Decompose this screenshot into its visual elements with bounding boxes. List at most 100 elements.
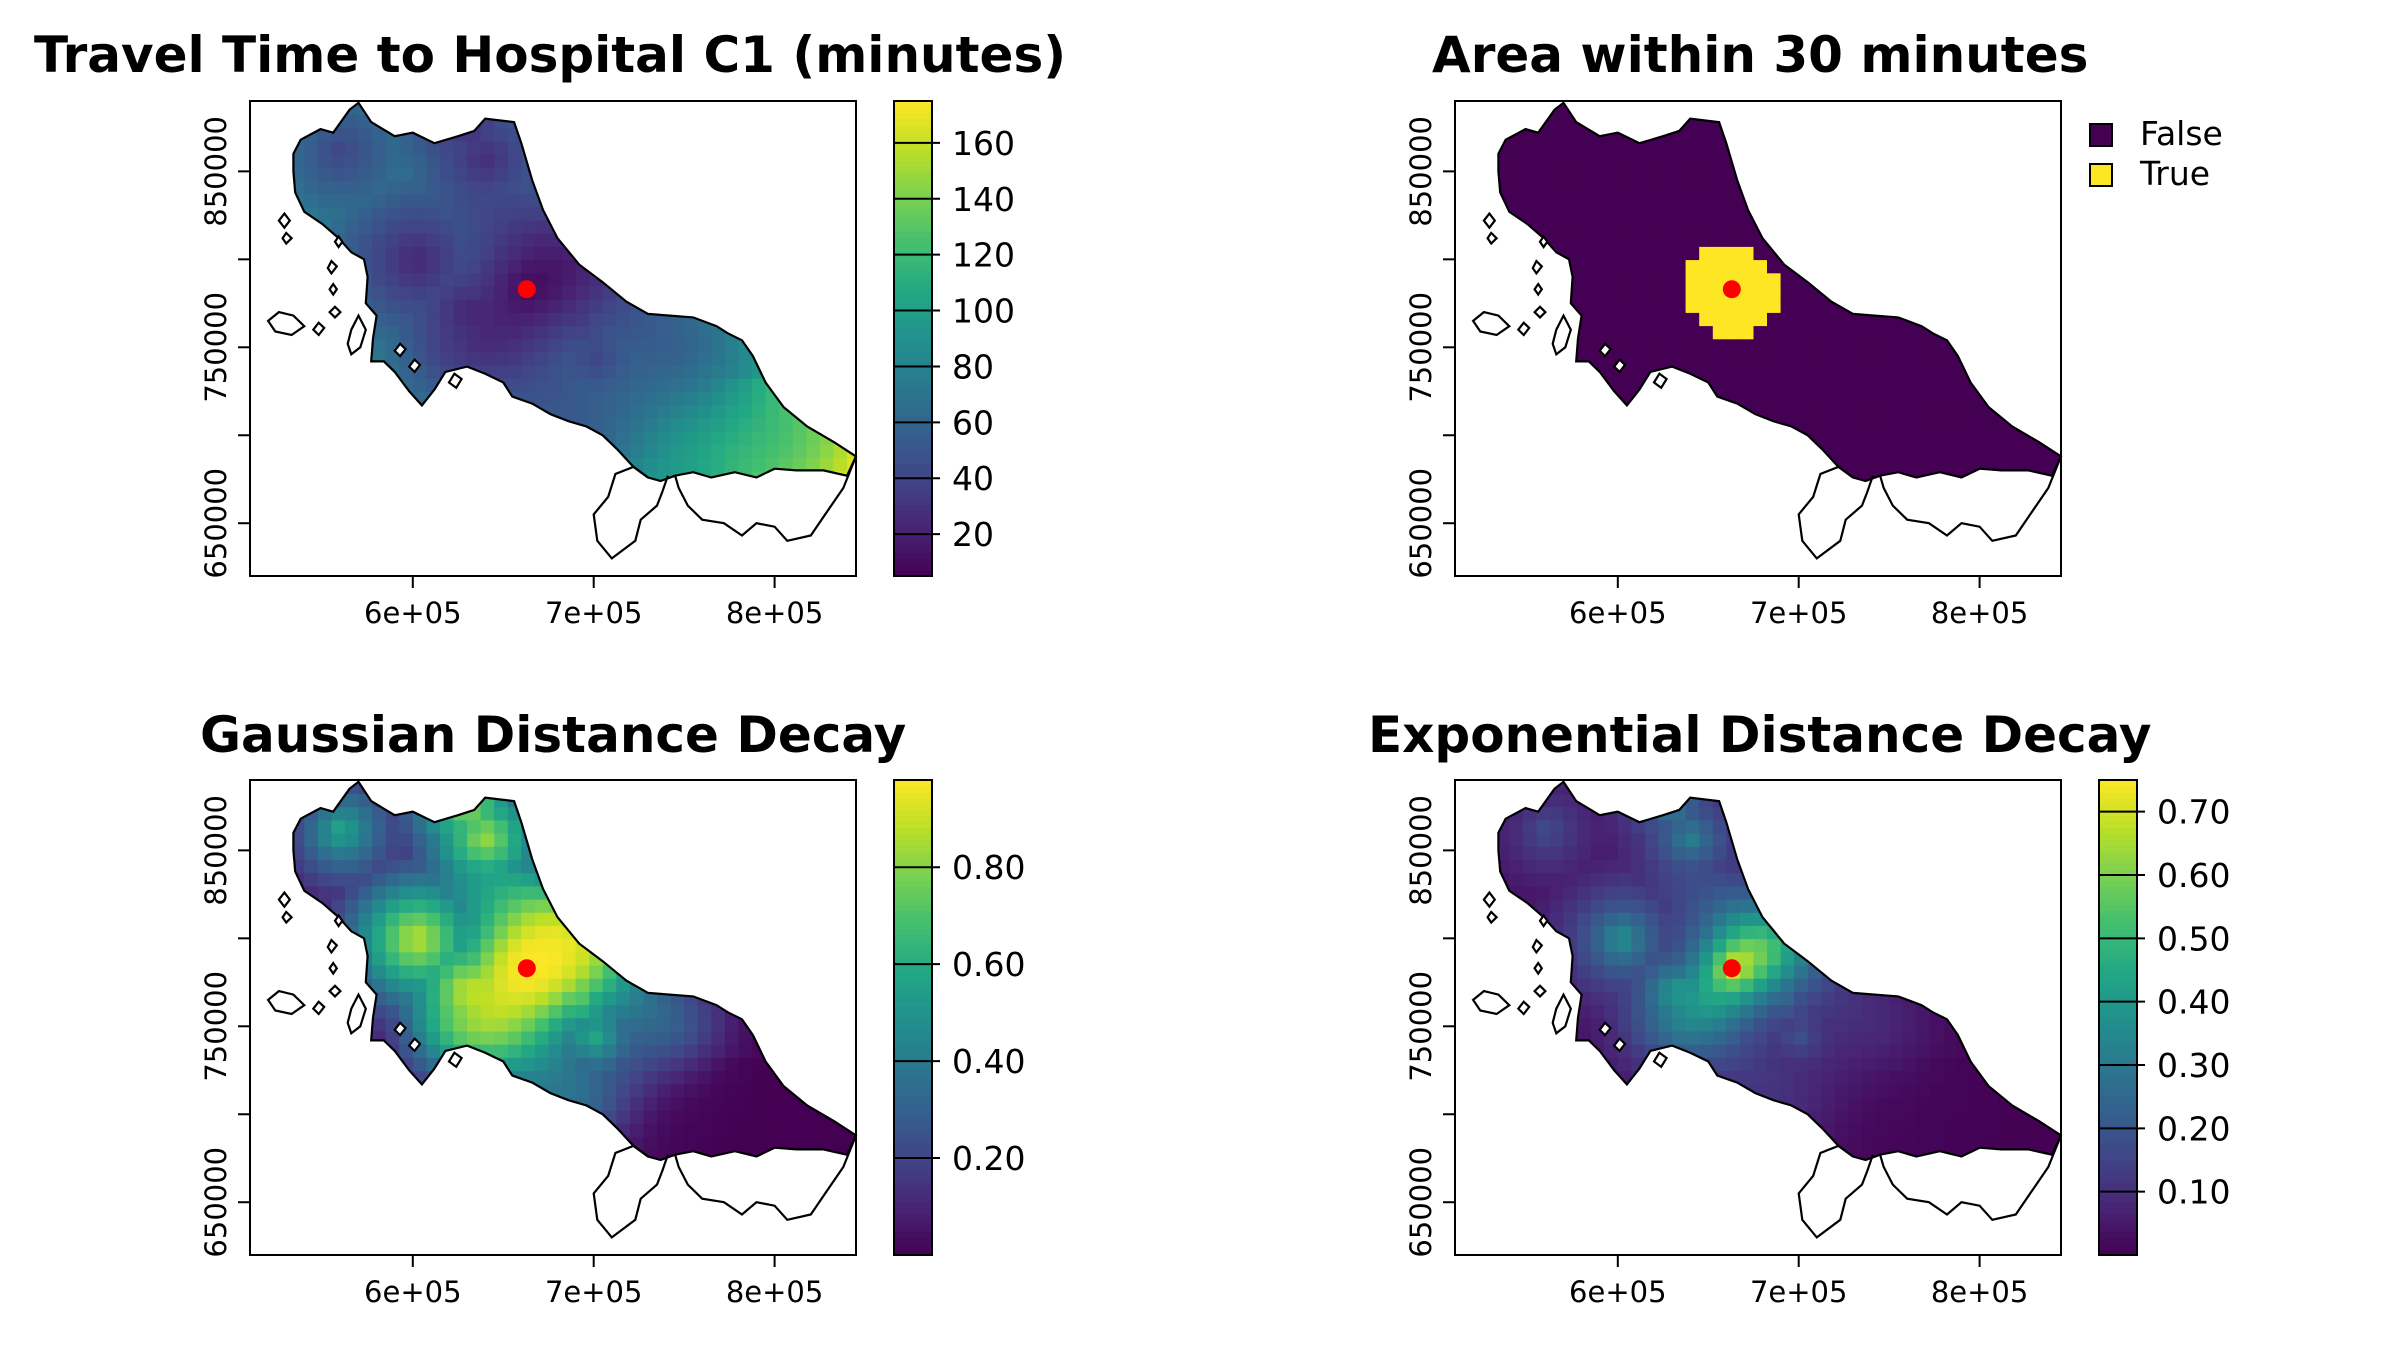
raster-cell (2011, 127, 2025, 141)
raster-cell (2025, 325, 2039, 339)
raster-cell (399, 141, 413, 155)
raster-cell (1889, 114, 1903, 128)
raster-cell (1781, 563, 1795, 577)
raster-cell (399, 299, 413, 313)
raster-cell (1509, 114, 1523, 128)
raster-cell (386, 193, 400, 207)
raster-cell (1998, 180, 2012, 194)
raster-cell (616, 952, 630, 966)
raster-cell (1848, 431, 1862, 445)
raster-cell (1659, 180, 1673, 194)
raster-cell (1889, 167, 1903, 181)
raster-cell (738, 1123, 752, 1137)
raster-cell (1604, 444, 1618, 458)
raster-cell (1455, 484, 1469, 498)
raster-cell (494, 550, 508, 564)
raster-cell (698, 550, 712, 564)
raster-cell (671, 1004, 685, 1018)
raster-cell (562, 127, 576, 141)
raster-cell (806, 1242, 820, 1256)
raster-cell (372, 1110, 386, 1124)
raster-cell (711, 1070, 725, 1084)
raster-cell (549, 484, 563, 498)
raster-cell (2025, 273, 2039, 287)
raster-cell (793, 444, 807, 458)
raster-cell (1984, 259, 1998, 273)
raster-cell (793, 378, 807, 392)
raster-cell (250, 1123, 264, 1137)
raster-cell (711, 912, 725, 926)
raster-cell (725, 1123, 739, 1137)
raster-cell (643, 806, 657, 820)
raster-cell (1564, 536, 1578, 550)
raster-cell (549, 207, 563, 221)
raster-cell (738, 114, 752, 128)
raster-cell (1930, 391, 1944, 405)
raster-cell (1659, 325, 1673, 339)
raster-cell (820, 180, 834, 194)
raster-cell (426, 1004, 440, 1018)
raster-cell (779, 1044, 793, 1058)
raster-cell (752, 550, 766, 564)
raster-cell (494, 1229, 508, 1243)
raster-cell (684, 391, 698, 405)
raster-cell (467, 444, 481, 458)
raster-cell (1631, 550, 1645, 564)
raster-cell (291, 444, 305, 458)
raster-cell (793, 1189, 807, 1203)
raster-cell (1862, 246, 1876, 260)
raster-cell (1943, 484, 1957, 498)
raster-cell (698, 273, 712, 287)
raster-cell (603, 312, 617, 326)
raster-cell (806, 536, 820, 550)
raster-cell (833, 793, 847, 807)
raster-cell (1876, 444, 1890, 458)
raster-cell (1686, 325, 1700, 339)
raster-cell (250, 899, 264, 913)
raster-cell (1631, 101, 1645, 115)
raster-cell (331, 1057, 345, 1071)
raster-cell (494, 167, 508, 181)
raster-cell (820, 418, 834, 432)
raster-cell (616, 365, 630, 379)
raster-cell (1740, 444, 1754, 458)
raster-cell (413, 899, 427, 913)
raster-cell (535, 312, 549, 326)
raster-cell (291, 470, 305, 484)
raster-cell (1672, 180, 1686, 194)
raster-cell (2052, 431, 2066, 445)
raster-cell (1509, 378, 1523, 392)
raster-cell (1618, 431, 1632, 445)
raster-cell (766, 925, 780, 939)
raster-cell (1821, 193, 1835, 207)
raster-cell (304, 457, 318, 471)
raster-cell (806, 780, 820, 794)
raster-cell (806, 101, 820, 115)
raster-cell (2052, 563, 2066, 577)
raster-cell (1781, 167, 1795, 181)
panel-title: Area within 30 minutes (1432, 26, 2088, 84)
raster-cell (1550, 378, 1564, 392)
raster-cell (698, 820, 712, 834)
raster-cell (711, 207, 725, 221)
raster-cell (508, 193, 522, 207)
raster-cell (1577, 339, 1591, 353)
raster-cell (1889, 246, 1903, 260)
raster-cell (833, 154, 847, 168)
raster-cell (711, 1110, 725, 1124)
raster-cell (2025, 484, 2039, 498)
raster-cell (291, 1176, 305, 1190)
raster-cell (291, 484, 305, 498)
raster-cell (589, 259, 603, 273)
raster-cell (1509, 101, 1523, 115)
raster-cell (1740, 167, 1754, 181)
raster-cell (549, 180, 563, 194)
raster-cell (1699, 233, 1713, 247)
raster-cell (1971, 510, 1985, 524)
raster-cell (467, 101, 481, 115)
colorbar-tick-label: 60 (952, 403, 994, 442)
raster-cell (1754, 352, 1768, 366)
raster-cell (1618, 273, 1632, 287)
raster-cell (1930, 127, 1944, 141)
colorbar-segment (894, 149, 932, 156)
